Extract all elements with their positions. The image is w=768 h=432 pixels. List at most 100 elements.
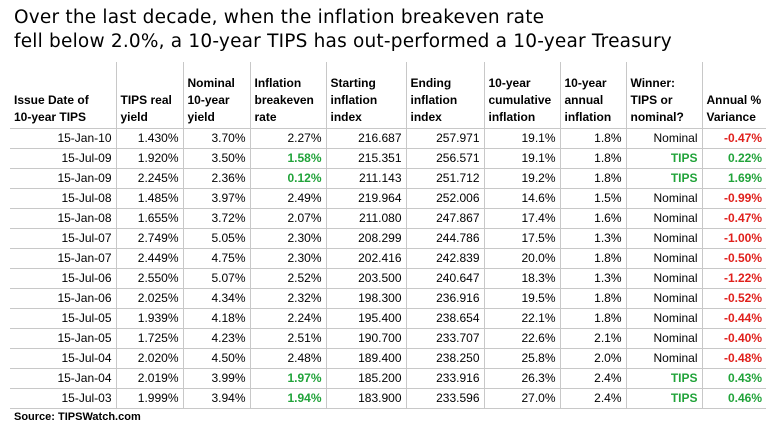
table-cell: 1.999% [116, 388, 184, 409]
column-header: 10-year cumulative inflation [484, 62, 561, 129]
table-cell: 219.964 [326, 188, 407, 209]
column-header-line: 10-year [564, 76, 607, 90]
table-cell: 19.2% [484, 168, 561, 189]
table-cell: Nominal [626, 248, 703, 269]
table-cell: 4.50% [183, 348, 251, 369]
table-cell: 15-Jul-08 [10, 188, 117, 209]
table-row: 15-Jan-08 1.655% 3.72% 2.07% 211.080 247.867 1… [10, 208, 766, 229]
table-cell: 3.70% [183, 128, 251, 149]
table-cell: 1.3% [560, 228, 627, 249]
table-cell: 1.69% [702, 168, 766, 189]
column-header-line: Issue Date of [14, 93, 89, 107]
table-cell: 2.749% [116, 228, 184, 249]
table-cell: 1.920% [116, 148, 184, 169]
table-cell: TIPS [626, 368, 703, 389]
table-cell: 233.596 [406, 388, 485, 409]
table-cell: 19.5% [484, 288, 561, 309]
table-cell: 17.4% [484, 208, 561, 229]
table-cell: 2.32% [250, 288, 327, 309]
table-row: 15-Jul-06 2.550% 5.07% 2.52% 203.500 240.647 1… [10, 268, 766, 289]
column-header: Nominal 10-year yield [183, 62, 251, 129]
table-cell: 183.900 [326, 388, 407, 409]
table-cell: 2.025% [116, 288, 184, 309]
table-cell: 3.50% [183, 148, 251, 169]
table-cell: 1.655% [116, 208, 184, 229]
table-cell: 15-Jul-04 [10, 348, 117, 369]
column-header: 10-year annual inflation [560, 62, 627, 129]
table-body: 15-Jan-10 1.430% 3.70% 2.27% 216.687 257.971 1… [10, 128, 766, 409]
table-cell: 2.52% [250, 268, 327, 289]
column-header-line: TIPS or [630, 93, 673, 107]
table-cell: 0.46% [702, 388, 766, 409]
table-cell: 15-Jan-05 [10, 328, 117, 349]
table-row: 15-Jan-05 1.725% 4.23% 2.51% 190.700 233.707 2… [10, 328, 766, 349]
table-cell: 1.485% [116, 188, 184, 209]
table-cell: 22.6% [484, 328, 561, 349]
table-cell: 4.34% [183, 288, 251, 309]
table-cell: -0.47% [702, 208, 766, 229]
table-cell: 15-Jan-07 [10, 248, 117, 269]
table-cell: 19.1% [484, 148, 561, 169]
table-cell: 2.245% [116, 168, 184, 189]
table-cell: TIPS [626, 168, 703, 189]
column-header-line: inflation [410, 93, 458, 107]
table-cell: Nominal [626, 348, 703, 369]
table-cell: 2.48% [250, 348, 327, 369]
table-cell: 1.430% [116, 128, 184, 149]
table-cell: Nominal [626, 268, 703, 289]
table-row: 15-Jan-09 2.245% 2.36% 0.12% 211.143 251.712 1… [10, 168, 766, 189]
table-cell: 5.07% [183, 268, 251, 289]
table-cell: Nominal [626, 208, 703, 229]
table-cell: 25.8% [484, 348, 561, 369]
table-row: 15-Jan-06 2.025% 4.34% 2.32% 198.300 236.916 1… [10, 288, 766, 309]
table-cell: 17.5% [484, 228, 561, 249]
column-header-line: inflation [488, 110, 536, 124]
column-header-line: Starting [330, 76, 376, 90]
table-cell: 1.5% [560, 188, 627, 209]
table-cell: 2.49% [250, 188, 327, 209]
table-cell: 1.94% [250, 388, 327, 409]
table-cell: 247.867 [406, 208, 485, 229]
table-cell: 257.971 [406, 128, 485, 149]
table-cell: 244.786 [406, 228, 485, 249]
table-cell: 1.8% [560, 168, 627, 189]
table-cell: 4.18% [183, 308, 251, 329]
table-cell: 242.839 [406, 248, 485, 269]
table-row: 15-Jan-10 1.430% 3.70% 2.27% 216.687 257.971 1… [10, 128, 766, 149]
column-header-line: Ending [410, 76, 452, 90]
table-cell: 1.6% [560, 208, 627, 229]
page-title: Over the last decade, when the inflation… [14, 6, 672, 54]
column-header-line: 10-year [488, 76, 531, 90]
table-row: 15-Jul-04 2.020% 4.50% 2.48% 189.400 238.250 2… [10, 348, 766, 369]
table-cell: 233.707 [406, 328, 485, 349]
table-cell: 211.143 [326, 168, 407, 189]
table-cell: -0.52% [702, 288, 766, 309]
column-header-line: inflation [564, 110, 612, 124]
table-cell: 2.449% [116, 248, 184, 269]
column-header: Annual % Variance [702, 62, 766, 129]
table-cell: 18.3% [484, 268, 561, 289]
table-cell: 14.6% [484, 188, 561, 209]
column-header-line: Annual % [706, 93, 762, 107]
column-header-line: nominal? [630, 110, 684, 124]
table-cell: 5.05% [183, 228, 251, 249]
table-cell: 19.1% [484, 128, 561, 149]
table-cell: 26.3% [484, 368, 561, 389]
source-note: Source: TIPSWatch.com [14, 411, 141, 423]
table-row: 15-Jul-05 1.939% 4.18% 2.24% 195.400 238.654 2… [10, 308, 766, 329]
table-cell: 15-Jan-04 [10, 368, 117, 389]
table-cell: 240.647 [406, 268, 485, 289]
column-header-line: Inflation [254, 76, 302, 90]
table-cell: -0.99% [702, 188, 766, 209]
table-cell: 15-Jul-03 [10, 388, 117, 409]
column-header-line: Variance [706, 110, 756, 124]
table-cell: 3.94% [183, 388, 251, 409]
table-cell: 238.250 [406, 348, 485, 369]
table-cell: 4.75% [183, 248, 251, 269]
table-cell: 2.30% [250, 248, 327, 269]
table-cell: 215.351 [326, 148, 407, 169]
column-header: Issue Date of 10-year TIPS [10, 62, 117, 129]
table-cell: 198.300 [326, 288, 407, 309]
table-cell: 15-Jan-06 [10, 288, 117, 309]
column-header-line: yield [187, 110, 215, 124]
